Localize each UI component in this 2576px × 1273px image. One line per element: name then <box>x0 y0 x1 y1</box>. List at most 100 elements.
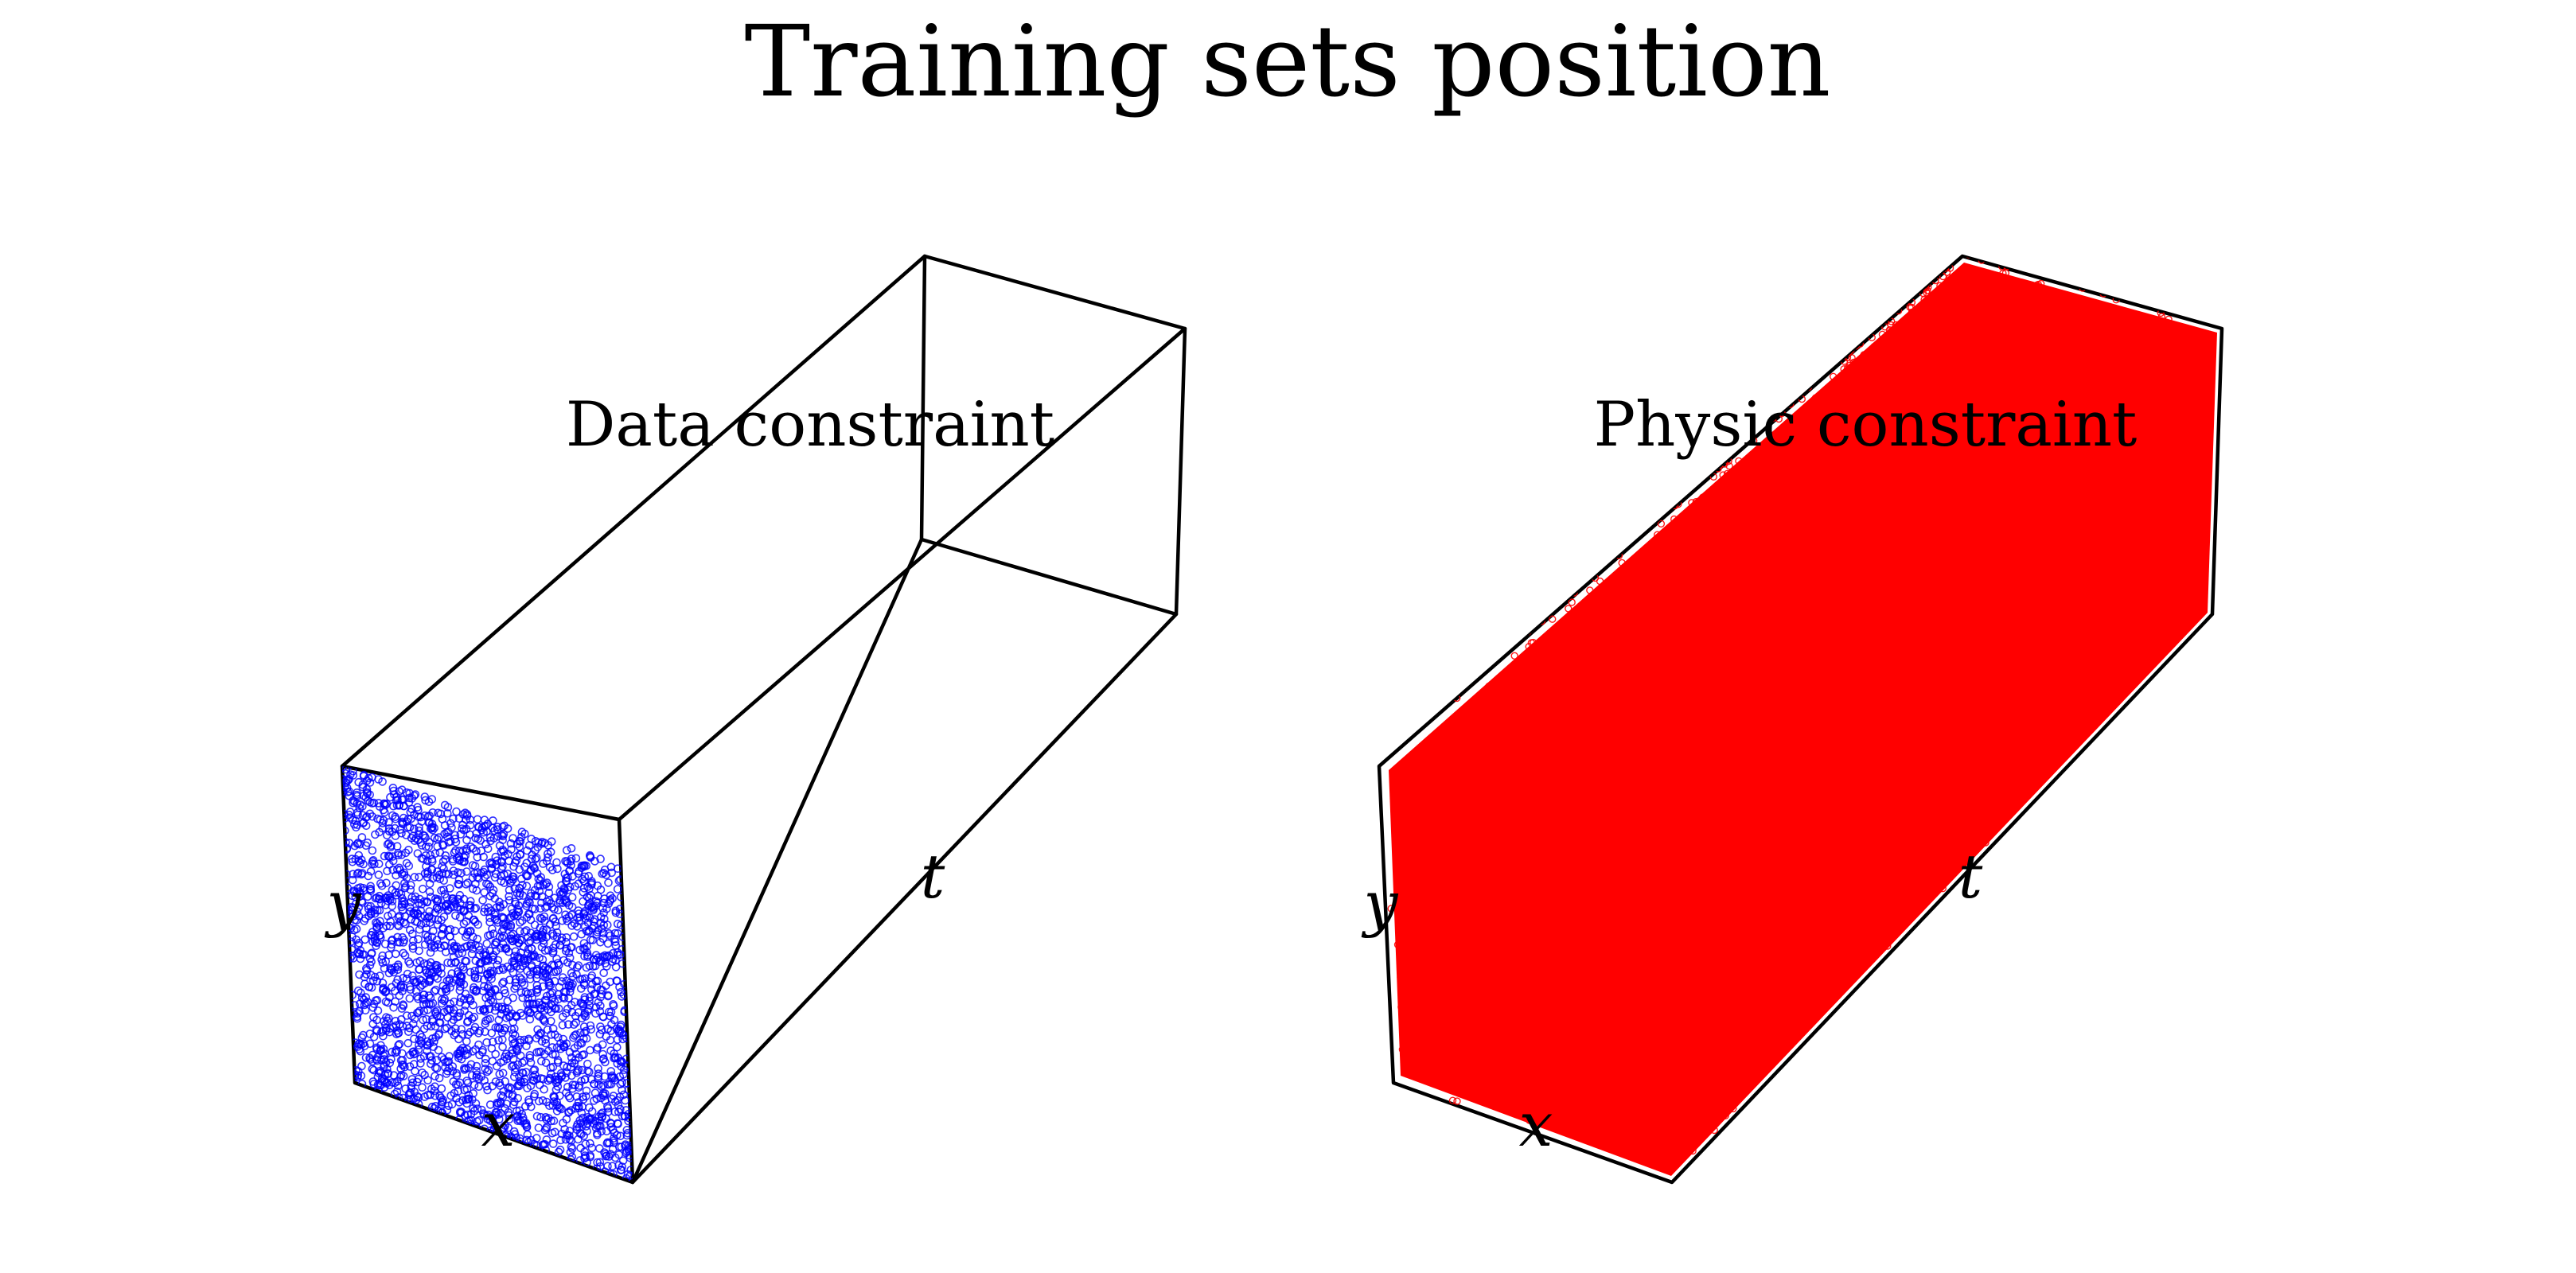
scatter-point <box>394 913 403 922</box>
scatter-point <box>421 833 431 843</box>
scatter-point <box>357 898 367 907</box>
scatter-point <box>590 1080 598 1088</box>
scatter-point <box>583 1066 592 1076</box>
scatter-point <box>347 855 357 863</box>
scatter-point <box>1854 541 1863 550</box>
scatter-point <box>428 1017 438 1026</box>
scatter-point <box>418 885 427 893</box>
scatter-point <box>426 958 435 967</box>
scatter-point <box>579 999 588 1009</box>
scatter-point <box>491 870 501 878</box>
scatter-point <box>2025 692 2033 701</box>
scatter-point <box>1808 602 1817 610</box>
scatter-point <box>359 772 368 781</box>
scatter-point <box>454 880 464 889</box>
scatter-point <box>385 1080 394 1090</box>
scatter-point <box>581 1092 590 1101</box>
scatter-point <box>399 801 408 811</box>
scatter-point <box>488 859 497 869</box>
scatter-point <box>540 1084 548 1094</box>
scatter-point <box>544 1114 553 1123</box>
scatter-point <box>577 861 587 870</box>
scatter-point <box>1942 256 1950 262</box>
scatter-point <box>596 1121 605 1131</box>
scatter-point <box>581 1026 590 1036</box>
scatter-point <box>480 888 489 897</box>
scatter-point <box>549 1116 559 1125</box>
scatter-point <box>1859 948 1867 957</box>
scatter-point <box>552 858 561 867</box>
scatter-point <box>467 1071 477 1080</box>
scatter-point <box>1941 691 1949 699</box>
scatter-point <box>540 912 549 921</box>
scatter-point <box>452 1094 461 1103</box>
scatter-point <box>455 913 465 922</box>
scatter-point <box>436 809 446 819</box>
scatter-point <box>505 892 513 901</box>
scatter-point <box>2006 459 2014 468</box>
scatter-point <box>532 967 542 975</box>
scatter-point <box>581 1012 590 1021</box>
scatter-point <box>608 1144 618 1154</box>
scatter-point <box>401 920 410 928</box>
scatter-point <box>466 926 475 936</box>
scatter-point <box>516 988 526 997</box>
scatter-point <box>395 911 404 921</box>
scatter-point <box>433 842 442 851</box>
scatter-point <box>342 766 350 774</box>
scatter-point <box>567 1152 577 1162</box>
scatter-point <box>565 866 574 875</box>
scatter-point <box>580 872 590 882</box>
scatter-point <box>2091 483 2100 491</box>
scatter-point <box>416 906 426 915</box>
scatter-point <box>562 1009 571 1018</box>
scatter-point <box>581 1153 590 1162</box>
scatter-point <box>1935 644 1943 652</box>
scatter-point <box>465 1095 474 1104</box>
scatter-point <box>533 843 543 852</box>
scatter-point <box>471 956 481 965</box>
scatter-point <box>585 961 594 971</box>
scatter-point <box>408 944 418 953</box>
scatter-point <box>348 875 357 885</box>
scatter-point <box>2159 385 2168 393</box>
scatter-point <box>499 977 509 987</box>
scatter-point <box>610 937 620 946</box>
scatter-point <box>598 1040 607 1049</box>
scatter-point <box>408 941 418 951</box>
scatter-point <box>425 907 434 916</box>
scatter-point <box>453 1013 462 1022</box>
scatter-point <box>475 1006 485 1014</box>
scatter-point <box>1876 261 1884 269</box>
scatter-point <box>1638 1035 1647 1043</box>
box-edges <box>340 254 1187 1185</box>
scatter-point <box>617 1020 625 1030</box>
scatter-point <box>2099 285 2107 293</box>
scatter-point <box>446 983 454 992</box>
scatter-point <box>466 995 475 1004</box>
scatter-point <box>542 1123 551 1133</box>
scatter-point <box>524 944 533 954</box>
scatter-point <box>478 987 488 995</box>
scatter-point <box>599 921 609 929</box>
scatter-point <box>353 1009 362 1018</box>
scatter-point <box>383 866 392 876</box>
scatter-point <box>491 1108 501 1117</box>
scatter-point <box>1766 530 1774 538</box>
scatter-point <box>453 1049 462 1058</box>
scatter-point <box>439 864 448 874</box>
scatter-point <box>515 973 524 982</box>
scatter-point <box>396 1015 406 1024</box>
scatter-point <box>1585 567 1594 575</box>
scatter-point <box>1701 1025 1709 1033</box>
scatter-point <box>350 841 360 851</box>
scatter-point <box>532 970 542 979</box>
scatter-point <box>1853 898 1861 906</box>
scatter-point <box>1436 767 1444 775</box>
scatter-point <box>525 975 535 983</box>
scatter-point <box>593 1129 602 1138</box>
scatter-point <box>1873 577 1882 586</box>
scatter-point <box>580 861 589 870</box>
scatter-point <box>579 979 589 988</box>
scatter-point <box>565 1048 575 1057</box>
